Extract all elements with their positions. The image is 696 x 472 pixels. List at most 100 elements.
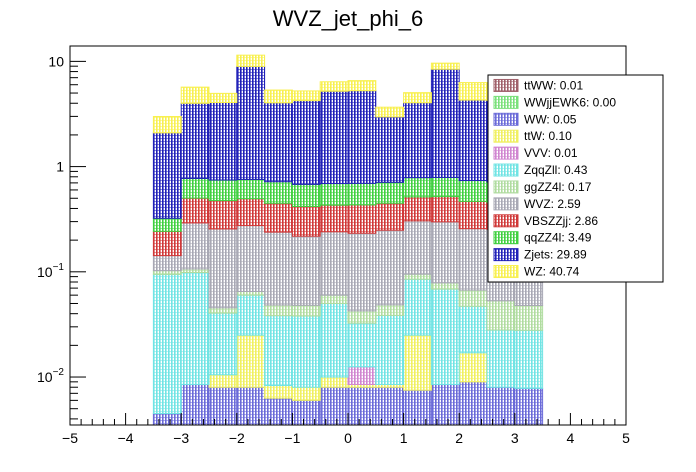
histogram-bars <box>152 54 544 426</box>
bar-ggzz4l-bin-8 <box>375 304 405 316</box>
bar-vbszzjj-bin-1 <box>180 197 210 224</box>
legend-swatch-ww <box>493 112 519 126</box>
bar-wz-bin-7 <box>347 80 377 92</box>
legend-swatch-wz <box>493 265 519 279</box>
bar-zqqzll-bin-10 <box>430 288 460 385</box>
bar-ww-bin-10 <box>430 383 460 426</box>
bar-wvz-bin-2 <box>208 228 238 309</box>
bar-zjets-bin-11 <box>458 99 488 182</box>
bar-zqqzll-bin-12 <box>486 329 516 388</box>
legend-box <box>487 74 664 283</box>
bar-ggzz4l-bin-1 <box>180 268 210 274</box>
bar-wvz-bin-0 <box>152 255 182 272</box>
bar-ww-bin-9 <box>403 389 432 426</box>
bar-ggzz4l-bin-4 <box>264 304 293 317</box>
legend-swatch-vvv <box>493 146 519 160</box>
bar-qqzz4l-bin-6 <box>319 183 349 206</box>
bar-vbszzjj-bin-9 <box>403 196 432 222</box>
bar-qqzz4l-bin-10 <box>430 176 460 198</box>
bar-zjets-bin-6 <box>319 90 349 185</box>
x-tick-label: −5 <box>62 430 78 446</box>
bar-ggzz4l-bin-10 <box>430 282 460 290</box>
bar-vvv-bin-7 <box>347 366 377 385</box>
bar-zjets-bin-7 <box>347 90 377 184</box>
bar-zqqzll-bin-0 <box>152 273 182 415</box>
legend-label-wz: WZ: 40.74 <box>524 265 580 279</box>
bar-wz-bin-1 <box>180 86 210 104</box>
bar-wvz-bin-11 <box>458 228 488 291</box>
bar-wz-bin-6 <box>319 81 349 92</box>
bar-vbszzjj-bin-6 <box>319 204 349 233</box>
bar-zjets-bin-9 <box>403 102 432 179</box>
bar-zqqzll-bin-4 <box>264 315 293 387</box>
bar-vbszzjj-bin-2 <box>208 200 238 230</box>
legend-label-zqqzll: ZqqZll: 0.43 <box>524 163 588 177</box>
bar-vbszzjj-bin-8 <box>375 202 405 231</box>
bar-wvz-bin-3 <box>236 225 266 292</box>
bar-ttw-bin-3 <box>236 334 266 388</box>
bar-wz-bin-2 <box>208 92 238 104</box>
bar-ww-bin-6 <box>319 386 349 426</box>
bar-zjets-bin-5 <box>291 100 321 185</box>
bar-zqqzll-bin-7 <box>347 322 377 368</box>
bar-ttw-bin-11 <box>458 352 488 383</box>
axes: −5 −4 −3 −2 −1 0 1 2 3 4 5 10−2 10−1 1 10 <box>37 45 630 446</box>
bar-ttw-bin-6 <box>319 376 349 388</box>
legend-swatch-zqqzll <box>493 163 519 177</box>
bar-zqqzll-bin-5 <box>291 315 321 388</box>
bar-wz-bin-4 <box>264 89 293 104</box>
x-tick-label: 0 <box>344 430 352 446</box>
bar-vbszzjj-bin-4 <box>264 202 293 233</box>
bar-ggzz4l-bin-11 <box>458 289 488 307</box>
legend-swatch-ttww <box>493 78 519 92</box>
bar-wz-bin-0 <box>152 116 182 134</box>
bar-wz-bin-9 <box>403 92 432 104</box>
bar-wvz-bin-5 <box>291 235 321 306</box>
bar-ggzz4l-bin-6 <box>319 294 349 304</box>
bar-qqzz4l-bin-7 <box>347 182 377 206</box>
legend-swatch-wvz <box>493 197 519 211</box>
bar-zjets-bin-8 <box>375 116 405 183</box>
bar-zqqzll-bin-11 <box>458 305 488 354</box>
bar-zjets-bin-2 <box>208 102 238 181</box>
bar-ggzz4l-bin-3 <box>236 290 266 296</box>
x-tick-label: −2 <box>229 430 245 446</box>
bar-qqzz4l-bin-1 <box>180 177 210 199</box>
bar-zjets-bin-4 <box>264 102 293 183</box>
bar-zqqzll-bin-6 <box>319 302 349 378</box>
bar-wvz-bin-6 <box>319 231 349 296</box>
bar-zjets-bin-1 <box>180 102 210 179</box>
bar-qqzz4l-bin-9 <box>403 177 432 198</box>
bar-wz-bin-11 <box>458 82 488 101</box>
bar-wvz-bin-7 <box>347 232 377 312</box>
bar-wz-bin-10 <box>430 62 460 70</box>
bar-ggzz4l-bin-13 <box>514 305 544 331</box>
bar-zqqzll-bin-8 <box>375 314 405 385</box>
bar-qqzz4l-bin-5 <box>291 183 321 207</box>
bar-ggzz4l-bin-5 <box>291 304 321 317</box>
bar-ww-bin-0 <box>152 413 182 426</box>
bar-ggzz4l-bin-2 <box>208 307 238 314</box>
bar-vbszzjj-bin-5 <box>291 205 321 237</box>
x-tick-label: 1 <box>400 430 408 446</box>
legend-label-vvv: VVV: 0.01 <box>524 146 578 160</box>
legend-label-wwjjewk6: WWjjEWK6: 0.00 <box>524 95 616 109</box>
bar-ww-bin-7 <box>347 386 377 426</box>
legend-label-vbszzjj: VBSZZjj: 2.86 <box>524 214 598 228</box>
bar-ttw-bin-5 <box>291 386 321 401</box>
bar-qqzz4l-bin-8 <box>375 181 405 204</box>
y-tick-label: 1 <box>56 159 64 175</box>
bar-ttw-bin-9 <box>403 334 432 391</box>
legend-swatch-wwjjewk6 <box>493 95 519 109</box>
x-tick-label: 4 <box>567 430 575 446</box>
bar-ww-bin-4 <box>264 397 293 426</box>
legend-label-ggzz4l: ggZZ4l: 0.17 <box>524 180 592 194</box>
bar-wvz-bin-9 <box>403 220 432 275</box>
bar-zqqzll-bin-2 <box>208 312 238 376</box>
bar-vbszzjj-bin-3 <box>236 198 266 227</box>
bar-wvz-bin-10 <box>430 221 460 284</box>
legend-swatch-qqzz4l <box>493 231 519 245</box>
bar-wvz-bin-4 <box>264 231 293 306</box>
legend-label-wvz: WVZ: 2.59 <box>524 197 581 211</box>
bar-qqzz4l-bin-11 <box>458 180 488 202</box>
